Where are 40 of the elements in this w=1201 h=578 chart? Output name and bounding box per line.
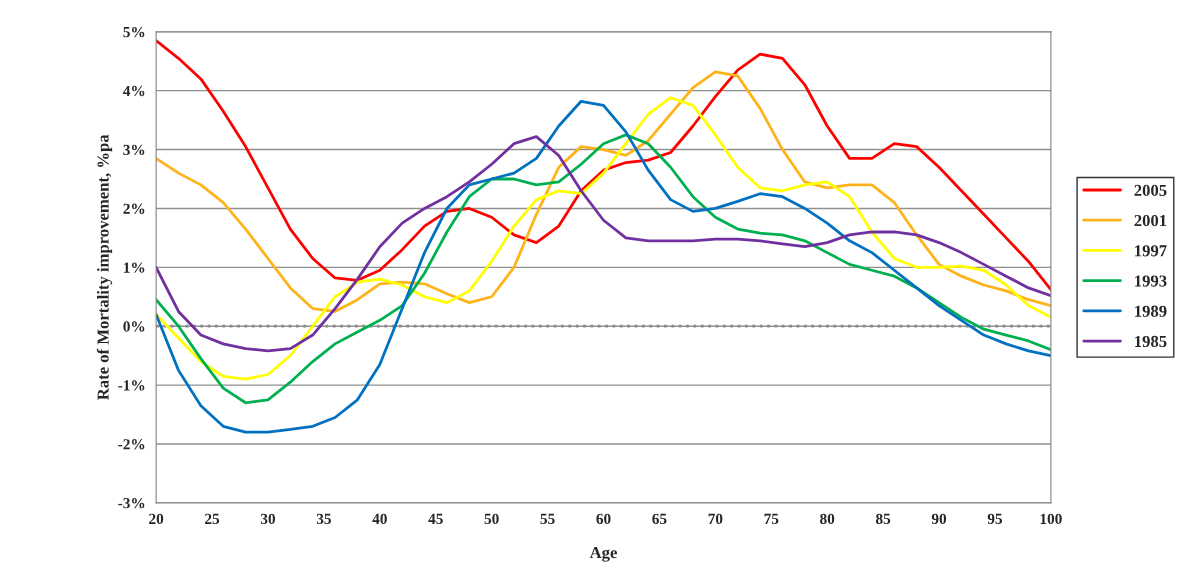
x-tick-label: 25 xyxy=(205,513,220,525)
y-tick-label: -3% xyxy=(118,498,145,509)
line-series xyxy=(156,99,1051,434)
y-tick-label: 1% xyxy=(124,262,145,273)
x-tick-label: 95 xyxy=(987,513,1003,525)
y-tick-label: 3% xyxy=(123,144,145,156)
x-tick-label: 30 xyxy=(260,513,276,525)
legend-label: 1997 xyxy=(1135,245,1167,257)
x-tick-label: 60 xyxy=(596,513,611,525)
x-tick-label: 45 xyxy=(428,513,443,525)
y-tick-label: -1% xyxy=(118,380,145,391)
y-tick-label: 2% xyxy=(123,203,145,214)
x-tick-label: 55 xyxy=(540,513,555,525)
x-tick-label: 75 xyxy=(764,513,779,525)
x-tick-label: 100 xyxy=(1040,513,1062,525)
x-tick-label: 80 xyxy=(820,513,835,525)
line-series xyxy=(156,96,1051,381)
legend-label: 2005 xyxy=(1134,184,1167,197)
y-axis-title: Rate of Mortality improvement, %pa xyxy=(96,134,113,400)
y-tick-label: 4% xyxy=(123,85,145,97)
legend-label: 2001 xyxy=(1134,214,1167,227)
line-series xyxy=(156,39,1051,292)
x-tick-label: 85 xyxy=(875,513,891,525)
line-series xyxy=(156,70,1051,313)
y-tick-label: 0% xyxy=(123,321,145,332)
line-series xyxy=(156,133,1051,405)
legend-label: 1989 xyxy=(1135,305,1167,317)
y-tick-label: -2% xyxy=(118,439,145,450)
x-tick-label: 35 xyxy=(316,513,331,525)
line-series xyxy=(156,135,1051,353)
x-tick-label: 90 xyxy=(931,513,947,525)
x-tick-label: 50 xyxy=(484,513,499,525)
x-tick-label: 70 xyxy=(708,513,723,525)
x-tick-label: 20 xyxy=(149,513,164,525)
x-tick-label: 40 xyxy=(372,513,387,525)
legend-label: 1985 xyxy=(1135,335,1167,348)
y-tick-label: 5% xyxy=(123,26,145,38)
x-tick-label: 65 xyxy=(652,513,667,525)
x-axis-title: Age xyxy=(589,547,617,562)
legend-label: 1993 xyxy=(1135,275,1167,287)
